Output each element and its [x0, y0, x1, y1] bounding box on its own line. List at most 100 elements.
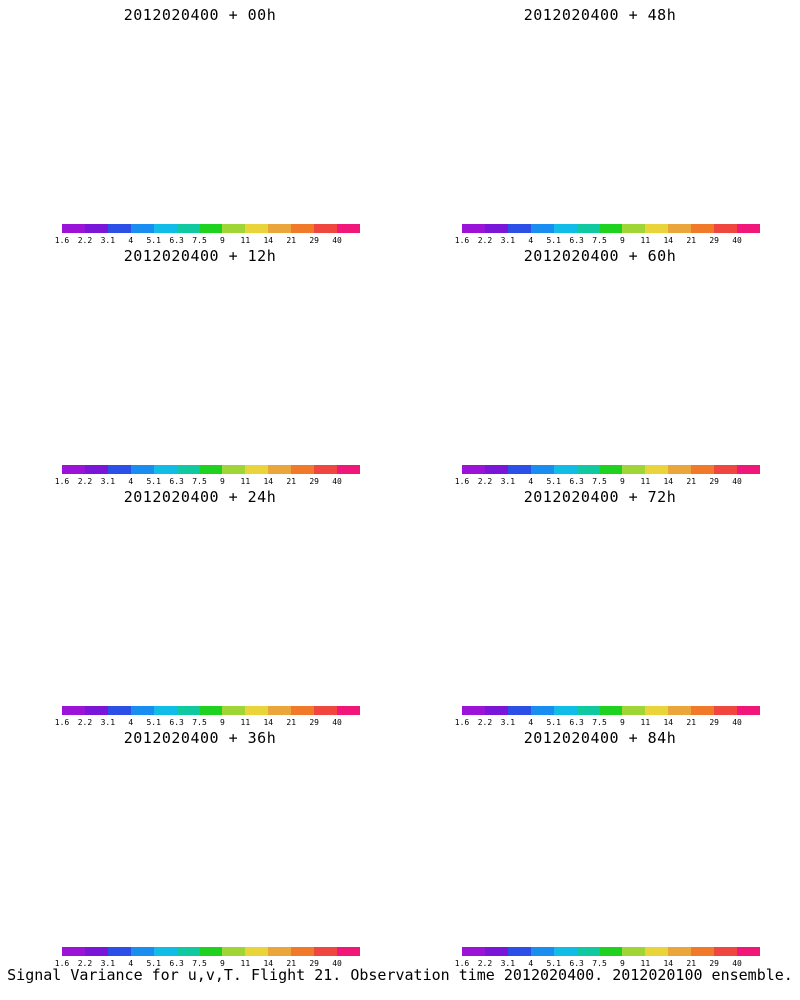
colorbar-segment [714, 706, 738, 715]
colorbar-segment [553, 465, 577, 474]
panel-title: 2012020400 + 36h [123, 729, 277, 747]
variance-contour [612, 782, 689, 834]
colorbar-segment [84, 947, 108, 956]
colorbar-segment [484, 465, 508, 474]
coastline [420, 791, 780, 843]
colorbar-tick-label: 21 [286, 236, 297, 245]
colorbar-tick-label: 21 [686, 477, 697, 486]
variance-contour [170, 765, 310, 861]
variance-contour [559, 758, 721, 867]
colorbar-tick-label: 2.2 [477, 959, 493, 968]
longitude-line [400, 482, 452, 643]
variance-contour [130, 36, 310, 165]
colorbar-tick-label: 1.6 [54, 718, 70, 727]
colorbar-tick-label: 11 [240, 959, 251, 968]
map-panel: 2012020400 + 00h 1.6 2.2 3.1 4 5.1 6.3 7.5 9 11 14… [0, 0, 400, 245]
coastline [20, 309, 380, 361]
island-outline [200, 41, 238, 65]
colorbar-tick-label: 4 [128, 718, 134, 727]
longitude-line [503, 757, 547, 945]
colorbar-tick-label: 2.2 [477, 236, 493, 245]
island-outline [200, 523, 238, 547]
colorbar-segment [462, 706, 485, 715]
colorbar-tick-label: 7.5 [192, 718, 207, 727]
longitude-line [400, 241, 452, 402]
colorbar-tick-label: 21 [686, 959, 697, 968]
polar-map [0, 241, 400, 463]
variance-contour [450, 243, 770, 460]
longitude-line [0, 241, 52, 402]
variance-contour [588, 532, 702, 609]
colorbar-tick-label: 2.2 [77, 236, 93, 245]
colorbar-labels: 1.6 2.2 3.1 4 5.1 6.3 7.5 9 11 14 21 29 40 [55, 477, 360, 487]
colorbar-segment [462, 465, 485, 474]
colorbar-tick-label: 3.1 [100, 236, 116, 245]
colorbar-tick-label: 11 [640, 477, 651, 486]
polar-map [400, 241, 800, 463]
colorbar-segment [484, 706, 508, 715]
colorbar-segment [268, 224, 292, 233]
map-panel: 2012020400 + 84h 1.6 2.2 3.1 4 5.1 6.3 7.5 9 11 14… [400, 723, 800, 968]
longitude-line [103, 275, 147, 463]
colorbar-tick-label: 4 [128, 959, 134, 968]
longitude-line [348, 482, 400, 643]
colorbar-segment [576, 947, 600, 956]
polar-map [0, 0, 400, 222]
coastline [420, 68, 780, 120]
colorbar-tick-label: 3.1 [500, 236, 516, 245]
coastline [20, 68, 380, 120]
colorbar-tick-label: 40 [732, 959, 742, 968]
colorbar-segment [291, 706, 315, 715]
colorbar-segment [153, 224, 177, 233]
colorbar-segment [622, 465, 646, 474]
colorbar-labels: 1.6 2.2 3.1 4 5.1 6.3 7.5 9 11 14 21 29 40 [455, 718, 760, 728]
map-panel: 2012020400 + 60h 1.6 2.2 3.1 4 5.1 6.3 7.5 9 11 14… [400, 241, 800, 486]
colorbar-segment [645, 947, 669, 956]
colorbar-segment [668, 947, 692, 956]
longitude-line [652, 275, 696, 463]
longitude-line [252, 275, 296, 463]
variance-contour [613, 542, 687, 592]
colorbar-segment [507, 947, 531, 956]
longitude-line [652, 516, 696, 704]
longitude-line [103, 516, 147, 704]
colorbar-segment [530, 706, 554, 715]
variance-contour [630, 791, 671, 818]
variance-contour [566, 39, 715, 140]
colorbar-segment [714, 224, 738, 233]
island-outline [200, 764, 238, 788]
colorbar-tick-label: 1.6 [454, 236, 470, 245]
colorbar-segment [553, 706, 577, 715]
colorbar-tick-label: 3.1 [100, 718, 116, 727]
colorbar-tick-label: 6.3 [569, 718, 584, 727]
colorbar-segment [107, 706, 131, 715]
colorbar-tick-label: 6.3 [169, 477, 184, 486]
colorbar [462, 465, 760, 474]
variance-contour [145, 518, 316, 637]
colorbar-tick-label: 14 [263, 718, 274, 727]
colorbar-tick-label: 9 [620, 477, 625, 486]
colorbar [62, 706, 360, 715]
polar-map [400, 482, 800, 704]
colorbar-tick-label: 9 [220, 718, 225, 727]
colorbar-tick-label: 21 [686, 718, 697, 727]
colorbar-tick-label: 4 [128, 236, 134, 245]
colorbar-segment [714, 947, 738, 956]
colorbar-tick-label: 3.1 [500, 477, 516, 486]
panel-title: 2012020400 + 72h [523, 488, 677, 506]
longitude-line [11, 18, 97, 210]
colorbar [62, 224, 360, 233]
colorbar-tick-label: 40 [732, 718, 742, 727]
colorbar-tick-label: 3.1 [500, 718, 516, 727]
colorbar-segment [599, 706, 623, 715]
colorbar-segment [668, 224, 692, 233]
colorbar-tick-label: 14 [263, 477, 274, 486]
colorbar-tick-label: 6.3 [169, 718, 184, 727]
colorbar-tick-label: 29 [709, 477, 719, 486]
colorbar-tick-label: 9 [220, 959, 225, 968]
colorbar-tick-label: 5.1 [146, 959, 161, 968]
variance-contour [138, 755, 323, 882]
coastline [20, 550, 380, 602]
colorbar-segment [291, 947, 315, 956]
colorbar [462, 224, 760, 233]
